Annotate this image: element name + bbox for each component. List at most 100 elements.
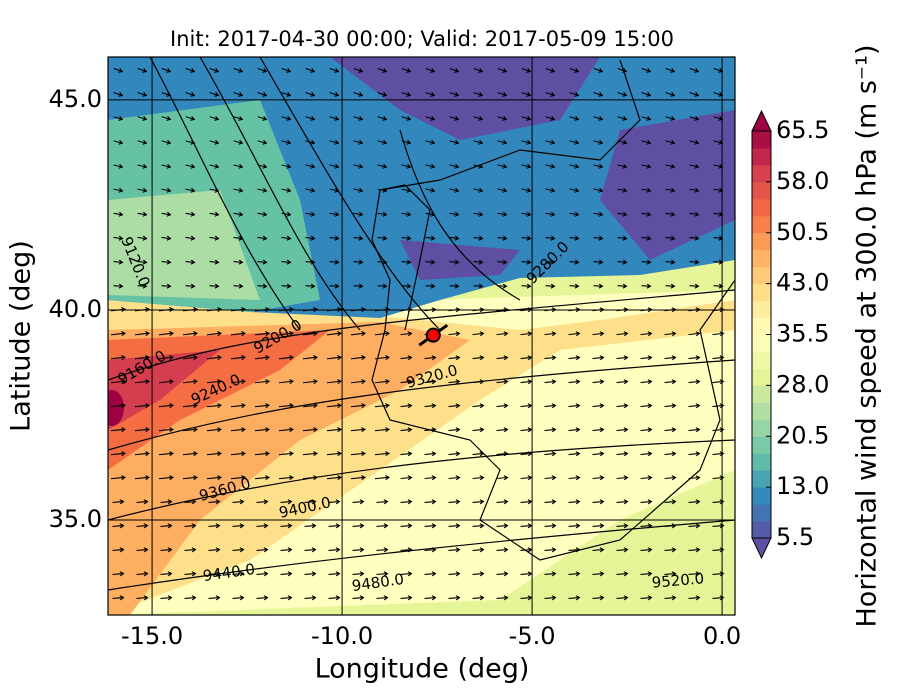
wind-arrow: [689, 92, 700, 97]
wind-arrow: [208, 571, 221, 577]
wind-arrow: [305, 259, 316, 265]
wind-arrow: [496, 355, 509, 361]
wind-arrow: [401, 163, 412, 169]
wind-arrow: [278, 403, 295, 409]
colorbar-tick-label: 35.5: [776, 320, 829, 348]
wind-arrow: [326, 451, 343, 457]
wind-arrow: [448, 523, 461, 529]
wind-arrow: [496, 451, 509, 457]
wind-arrow: [112, 499, 125, 505]
wind-arrow: [161, 139, 172, 145]
wind-arrow: [137, 187, 148, 193]
wind-arrow: [110, 403, 127, 409]
wind-arrow: [256, 595, 269, 601]
wind-arrow: [329, 92, 340, 97]
wind-arrow: [497, 283, 508, 289]
wind-arrow: [616, 595, 629, 601]
wind-arrow: [110, 379, 127, 385]
wind-arrow: [161, 67, 172, 73]
wind-arrow: [425, 211, 436, 217]
wind-arrow: [185, 235, 196, 241]
wind-arrow: [136, 595, 149, 601]
wind-arrow: [689, 163, 700, 169]
wind-arrow: [592, 403, 605, 409]
wind-arrow: [593, 235, 604, 241]
wind-arrow: [329, 211, 340, 217]
wind-arrow: [617, 92, 628, 97]
wind-arrow: [254, 355, 271, 361]
wind-arrow: [185, 259, 196, 265]
wind-arrow: [497, 67, 508, 73]
wind-arrow: [376, 571, 389, 577]
wind-arrow: [233, 259, 244, 265]
wind-arrow: [209, 187, 220, 193]
wind-arrow: [617, 211, 628, 217]
wind-arrow: [209, 163, 220, 169]
wind-arrow: [302, 451, 319, 457]
wind-arrow: [617, 115, 628, 121]
wind-arrow: [401, 139, 412, 145]
wind-arrow: [664, 355, 677, 361]
wind-arrow: [689, 259, 700, 265]
wind-arrow: [281, 163, 292, 169]
wind-arrow: [374, 355, 391, 361]
wind-arrow: [352, 595, 365, 601]
y-tick-label: 45.0: [49, 85, 102, 113]
wind-arrow: [182, 355, 199, 361]
wind-arrow: [449, 283, 460, 289]
colorbar-band: [752, 300, 771, 319]
y-axis-label: Latitude (deg): [6, 240, 37, 432]
wind-arrow: [448, 379, 461, 385]
wind-arrow: [376, 523, 389, 529]
wind-arrow: [640, 475, 653, 481]
wind-arrow: [134, 379, 151, 385]
colorbar-band: [752, 317, 771, 335]
wind-arrow: [305, 211, 316, 217]
wind-arrow: [257, 92, 268, 97]
wind-arrow: [424, 403, 437, 409]
wind-arrow: [424, 451, 437, 457]
wind-arrow: [520, 595, 533, 601]
colorbar-band: [752, 402, 771, 420]
wind-arrow: [568, 571, 581, 577]
wind-arrow: [544, 571, 557, 577]
wind-arrow: [137, 163, 148, 169]
wind-arrow: [280, 547, 293, 553]
wind-arrow: [473, 67, 484, 73]
y-tick-label: 35.0: [49, 505, 102, 533]
wind-arrow: [182, 427, 199, 433]
wind-arrow: [182, 451, 199, 457]
wind-arrow: [424, 499, 437, 505]
wind-arrow: [400, 379, 413, 385]
wind-arrow: [473, 92, 484, 97]
wind-arrow: [664, 499, 677, 505]
wind-arrow: [377, 187, 388, 193]
wind-arrow: [134, 475, 151, 481]
wind-arrow: [182, 331, 199, 337]
wind-arrow: [448, 355, 461, 361]
wind-arrow: [568, 403, 581, 409]
wind-arrow: [161, 283, 172, 289]
wind-arrow: [449, 187, 460, 193]
wind-arrow: [520, 379, 533, 385]
wind-arrow: [689, 283, 700, 289]
wind-arrow: [640, 595, 653, 601]
wind-arrow: [521, 67, 532, 73]
wind-arrow: [161, 115, 172, 121]
wind-arrow: [233, 283, 244, 289]
colorbar-tick-label: 28.0: [776, 370, 829, 398]
colorbar-tick-label: 65.5: [776, 116, 829, 144]
wind-arrow: [472, 331, 485, 337]
wind-arrow: [689, 115, 700, 121]
wind-arrow: [401, 92, 412, 97]
wind-arrow: [593, 67, 604, 73]
wind-arrow: [182, 379, 199, 385]
wind-arrow: [278, 427, 295, 433]
wind-arrow: [281, 92, 292, 97]
wind-arrow: [281, 139, 292, 145]
wind-arrow: [640, 571, 653, 577]
wind-arrow: [568, 355, 581, 361]
wind-arrow: [137, 139, 148, 145]
wind-arrow: [280, 595, 293, 601]
wind-arrow: [497, 187, 508, 193]
